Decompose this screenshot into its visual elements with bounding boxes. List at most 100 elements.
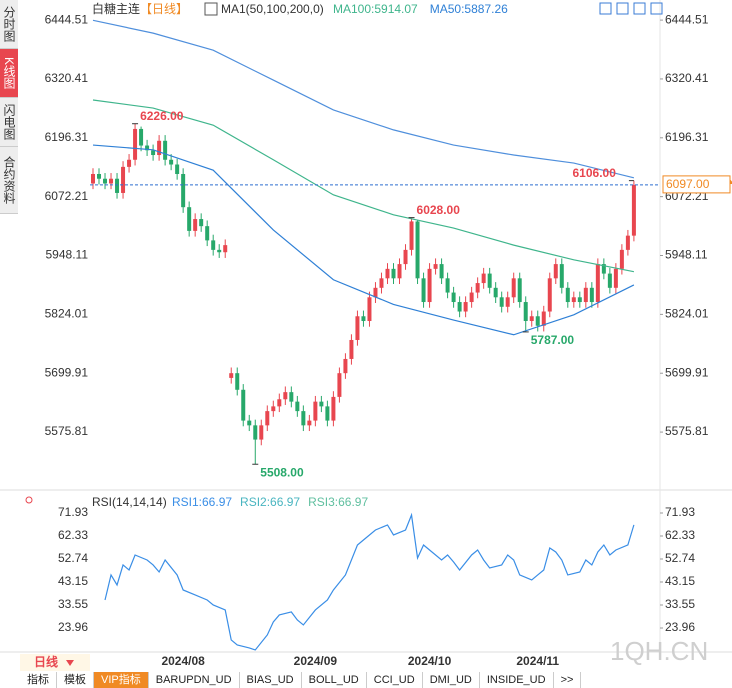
tool-icon[interactable] — [633, 2, 646, 15]
candle-body — [253, 425, 258, 440]
side-tab[interactable]: 合约资料 — [0, 147, 18, 214]
candle-body — [373, 287, 378, 298]
y-tick-label: 5699.91 — [45, 365, 89, 379]
side-tab[interactable]: 闪电图 — [0, 98, 18, 147]
y-tick-label: 5824.01 — [45, 307, 89, 321]
candle-body — [595, 264, 600, 303]
indicator-tab[interactable]: 指标 — [20, 672, 57, 688]
candle-body — [505, 297, 510, 307]
candle-body — [361, 316, 366, 322]
candle-body — [187, 207, 192, 231]
candle-body — [91, 173, 95, 184]
candle-body — [613, 268, 618, 288]
side-tab[interactable]: 分时图 — [0, 0, 18, 49]
candle-body — [199, 219, 204, 227]
candle-body — [517, 278, 522, 303]
candle-body — [481, 273, 486, 284]
candle-body — [619, 249, 624, 269]
candle-body — [223, 245, 228, 253]
ma-line — [92, 144, 635, 336]
candle-body — [559, 264, 564, 288]
indicator-tab[interactable]: BOLL_UD — [302, 672, 367, 688]
candle-body — [103, 178, 108, 184]
y-tick-label: 52.74 — [665, 551, 695, 565]
candle-body — [307, 420, 312, 426]
indicator-tab[interactable]: BIAS_UD — [240, 672, 302, 688]
candle-body — [289, 392, 294, 402]
tool-icon[interactable] — [599, 2, 612, 15]
indicator-tab[interactable]: VIP指标 — [94, 672, 149, 688]
ma-line — [92, 19, 635, 179]
candle-body — [427, 268, 432, 303]
y-tick-label: 62.33 — [665, 528, 695, 542]
candle-body — [121, 166, 126, 193]
symbol: 白糖主连 — [92, 1, 140, 16]
candle-body — [541, 311, 546, 326]
candle-body — [577, 297, 582, 303]
candle-body — [385, 268, 390, 279]
indicator-tab[interactable]: BARUPDN_UD — [149, 672, 240, 688]
y-tick-label: 43.15 — [58, 574, 88, 588]
tool-icon[interactable] — [650, 2, 663, 15]
y-tick-label: 6196.31 — [665, 130, 709, 144]
candle-body — [475, 283, 480, 293]
annotation: 6226.00 — [140, 109, 184, 123]
dropdown-icon — [66, 660, 74, 666]
candle-body — [139, 128, 144, 146]
candle-body — [451, 292, 456, 303]
candle-body — [397, 264, 402, 279]
indicator-tab[interactable]: 模板 — [57, 672, 94, 688]
candle-body — [319, 401, 324, 407]
y-tick-label: 6320.41 — [45, 71, 89, 85]
indicator-tab[interactable]: CCI_UD — [367, 672, 423, 688]
y-tick-label: 5948.11 — [665, 248, 708, 262]
settings-icon[interactable] — [25, 496, 33, 504]
candle-body — [547, 278, 552, 312]
candle-body — [229, 373, 234, 378]
candle-body — [631, 184, 636, 236]
candle-body — [343, 358, 348, 374]
candle-body — [457, 302, 462, 312]
candle-body — [535, 316, 540, 326]
candle-body — [511, 278, 516, 298]
candle-body — [571, 297, 576, 303]
indicator: MA1(50,100,200,0) — [221, 2, 324, 16]
period-label[interactable]: 日线 — [34, 654, 58, 669]
candle-body — [499, 297, 504, 307]
x-tick-label: 2024/08 — [161, 654, 205, 668]
candle-body — [115, 178, 120, 193]
candle-body — [493, 287, 498, 298]
rsi-line — [104, 512, 635, 651]
y-tick-label: 6320.41 — [665, 71, 709, 85]
period-selector[interactable] — [20, 654, 90, 671]
candle-body — [271, 406, 276, 412]
side-tab[interactable]: K线图 — [0, 49, 18, 98]
annotation: 5787.00 — [531, 333, 575, 347]
indicator-tab[interactable]: INSIDE_UD — [480, 672, 554, 688]
tab-bar: 指标 模板 VIP指标 BARUPDN_UD BIAS_UD BOLL_UD CCI_UD D… — [20, 672, 582, 688]
candle-body — [145, 145, 150, 151]
y-tick-label: 33.55 — [665, 597, 695, 611]
rsi-title: RSI(14,14,14) — [92, 495, 167, 509]
candle-body — [325, 406, 330, 421]
indicator-tab[interactable]: >> — [554, 672, 582, 688]
tool-icon[interactable] — [616, 2, 629, 15]
toolbar — [599, 2, 663, 15]
indicator-icon[interactable] — [204, 2, 218, 16]
candle-body — [463, 302, 468, 312]
y-tick-label: 71.93 — [665, 505, 695, 519]
candle-body — [601, 264, 606, 274]
annotation: 6106.00 — [573, 166, 617, 180]
y-tick-label: 6444.51 — [45, 12, 89, 26]
indicator-tab[interactable]: DMI_UD — [423, 672, 480, 688]
candle-body — [349, 339, 354, 359]
candle-body — [235, 373, 240, 390]
candle-body — [277, 399, 282, 407]
candle-body — [415, 221, 420, 279]
candle-body — [109, 178, 114, 184]
legend-entry: MA50:5887.26 — [430, 2, 508, 16]
candle-body — [127, 159, 132, 167]
y-tick-label: 71.93 — [58, 505, 88, 519]
price-tag — [662, 175, 731, 194]
